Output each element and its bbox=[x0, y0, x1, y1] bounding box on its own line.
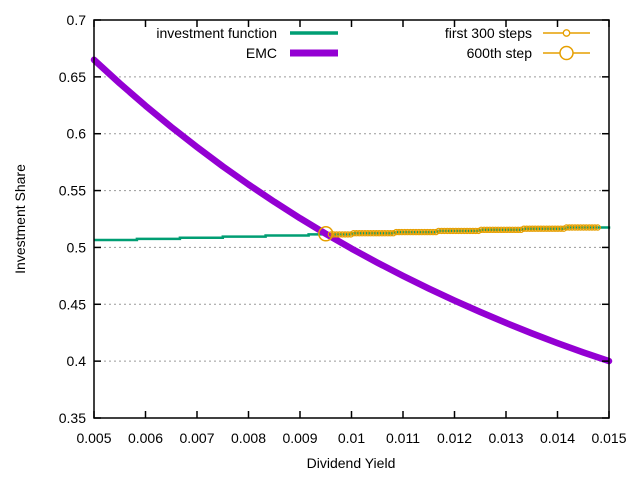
y-tick-label: 0.7 bbox=[67, 12, 87, 28]
tick-labels: 0.005 0.006 0.007 0.008 0.009 0.01 0.011 0.012 0… bbox=[59, 12, 627, 446]
legend-item-first-300-steps: first 300 steps bbox=[445, 25, 590, 41]
first-300-steps-markers bbox=[327, 224, 601, 238]
legend-item-600th-step: 600th step bbox=[467, 45, 590, 61]
x-tick-label: 0.011 bbox=[386, 430, 420, 446]
x-tick-label: 0.008 bbox=[231, 430, 266, 446]
y-tick-label: 0.35 bbox=[59, 410, 86, 426]
step-marker bbox=[517, 226, 525, 233]
legend-label: investment function bbox=[156, 25, 277, 41]
series-layer bbox=[90, 56, 613, 365]
y-axis-title: Investment Share bbox=[12, 164, 28, 274]
legend-label: first 300 steps bbox=[445, 25, 532, 41]
step-marker bbox=[344, 231, 352, 238]
step-marker bbox=[472, 227, 479, 235]
step-marker bbox=[557, 225, 565, 232]
x-tick-label: 0.015 bbox=[591, 430, 626, 446]
y-tick-label: 0.4 bbox=[67, 353, 87, 369]
y-tick-label: 0.6 bbox=[67, 126, 87, 142]
legend-sample-marker bbox=[559, 45, 574, 61]
emc-curve bbox=[90, 56, 613, 365]
plot-border bbox=[93, 19, 610, 419]
legend-sample-marker bbox=[562, 29, 571, 37]
x-tick-label: 0.009 bbox=[282, 430, 317, 446]
y-tick-label: 0.5 bbox=[67, 239, 87, 255]
step-marker bbox=[429, 228, 437, 236]
step-marker bbox=[387, 229, 394, 237]
step-marker bbox=[390, 229, 397, 237]
step-marker bbox=[591, 224, 599, 231]
x-tick-label: 0.012 bbox=[437, 430, 472, 446]
x-tick-label: 0.01 bbox=[338, 430, 365, 446]
legend-label: 600th step bbox=[467, 45, 533, 61]
x-tick-label: 0.007 bbox=[179, 430, 214, 446]
y-tick-label: 0.55 bbox=[59, 183, 86, 199]
step-marker bbox=[515, 226, 522, 233]
step-marker bbox=[594, 224, 601, 231]
plot-frame bbox=[93, 19, 610, 419]
y-tick-label: 0.45 bbox=[59, 296, 86, 312]
x-axis-title: Dividend Yield bbox=[307, 455, 396, 471]
legend-item-investment-function: investment function bbox=[156, 25, 338, 41]
gridlines bbox=[94, 76, 609, 362]
x-tick-label: 0.005 bbox=[76, 430, 111, 446]
x-tick-label: 0.014 bbox=[540, 430, 575, 446]
step-marker bbox=[560, 225, 567, 232]
legend-label: EMC bbox=[246, 45, 277, 61]
legend: investment function EMC first 300 steps 600… bbox=[156, 25, 590, 61]
x-tick-label: 0.013 bbox=[488, 430, 523, 446]
600th-step-marker bbox=[318, 226, 334, 242]
x-tick-label: 0.006 bbox=[128, 430, 163, 446]
y-tick-label: 0.65 bbox=[59, 69, 86, 85]
legend-item-EMC: EMC bbox=[246, 45, 338, 61]
